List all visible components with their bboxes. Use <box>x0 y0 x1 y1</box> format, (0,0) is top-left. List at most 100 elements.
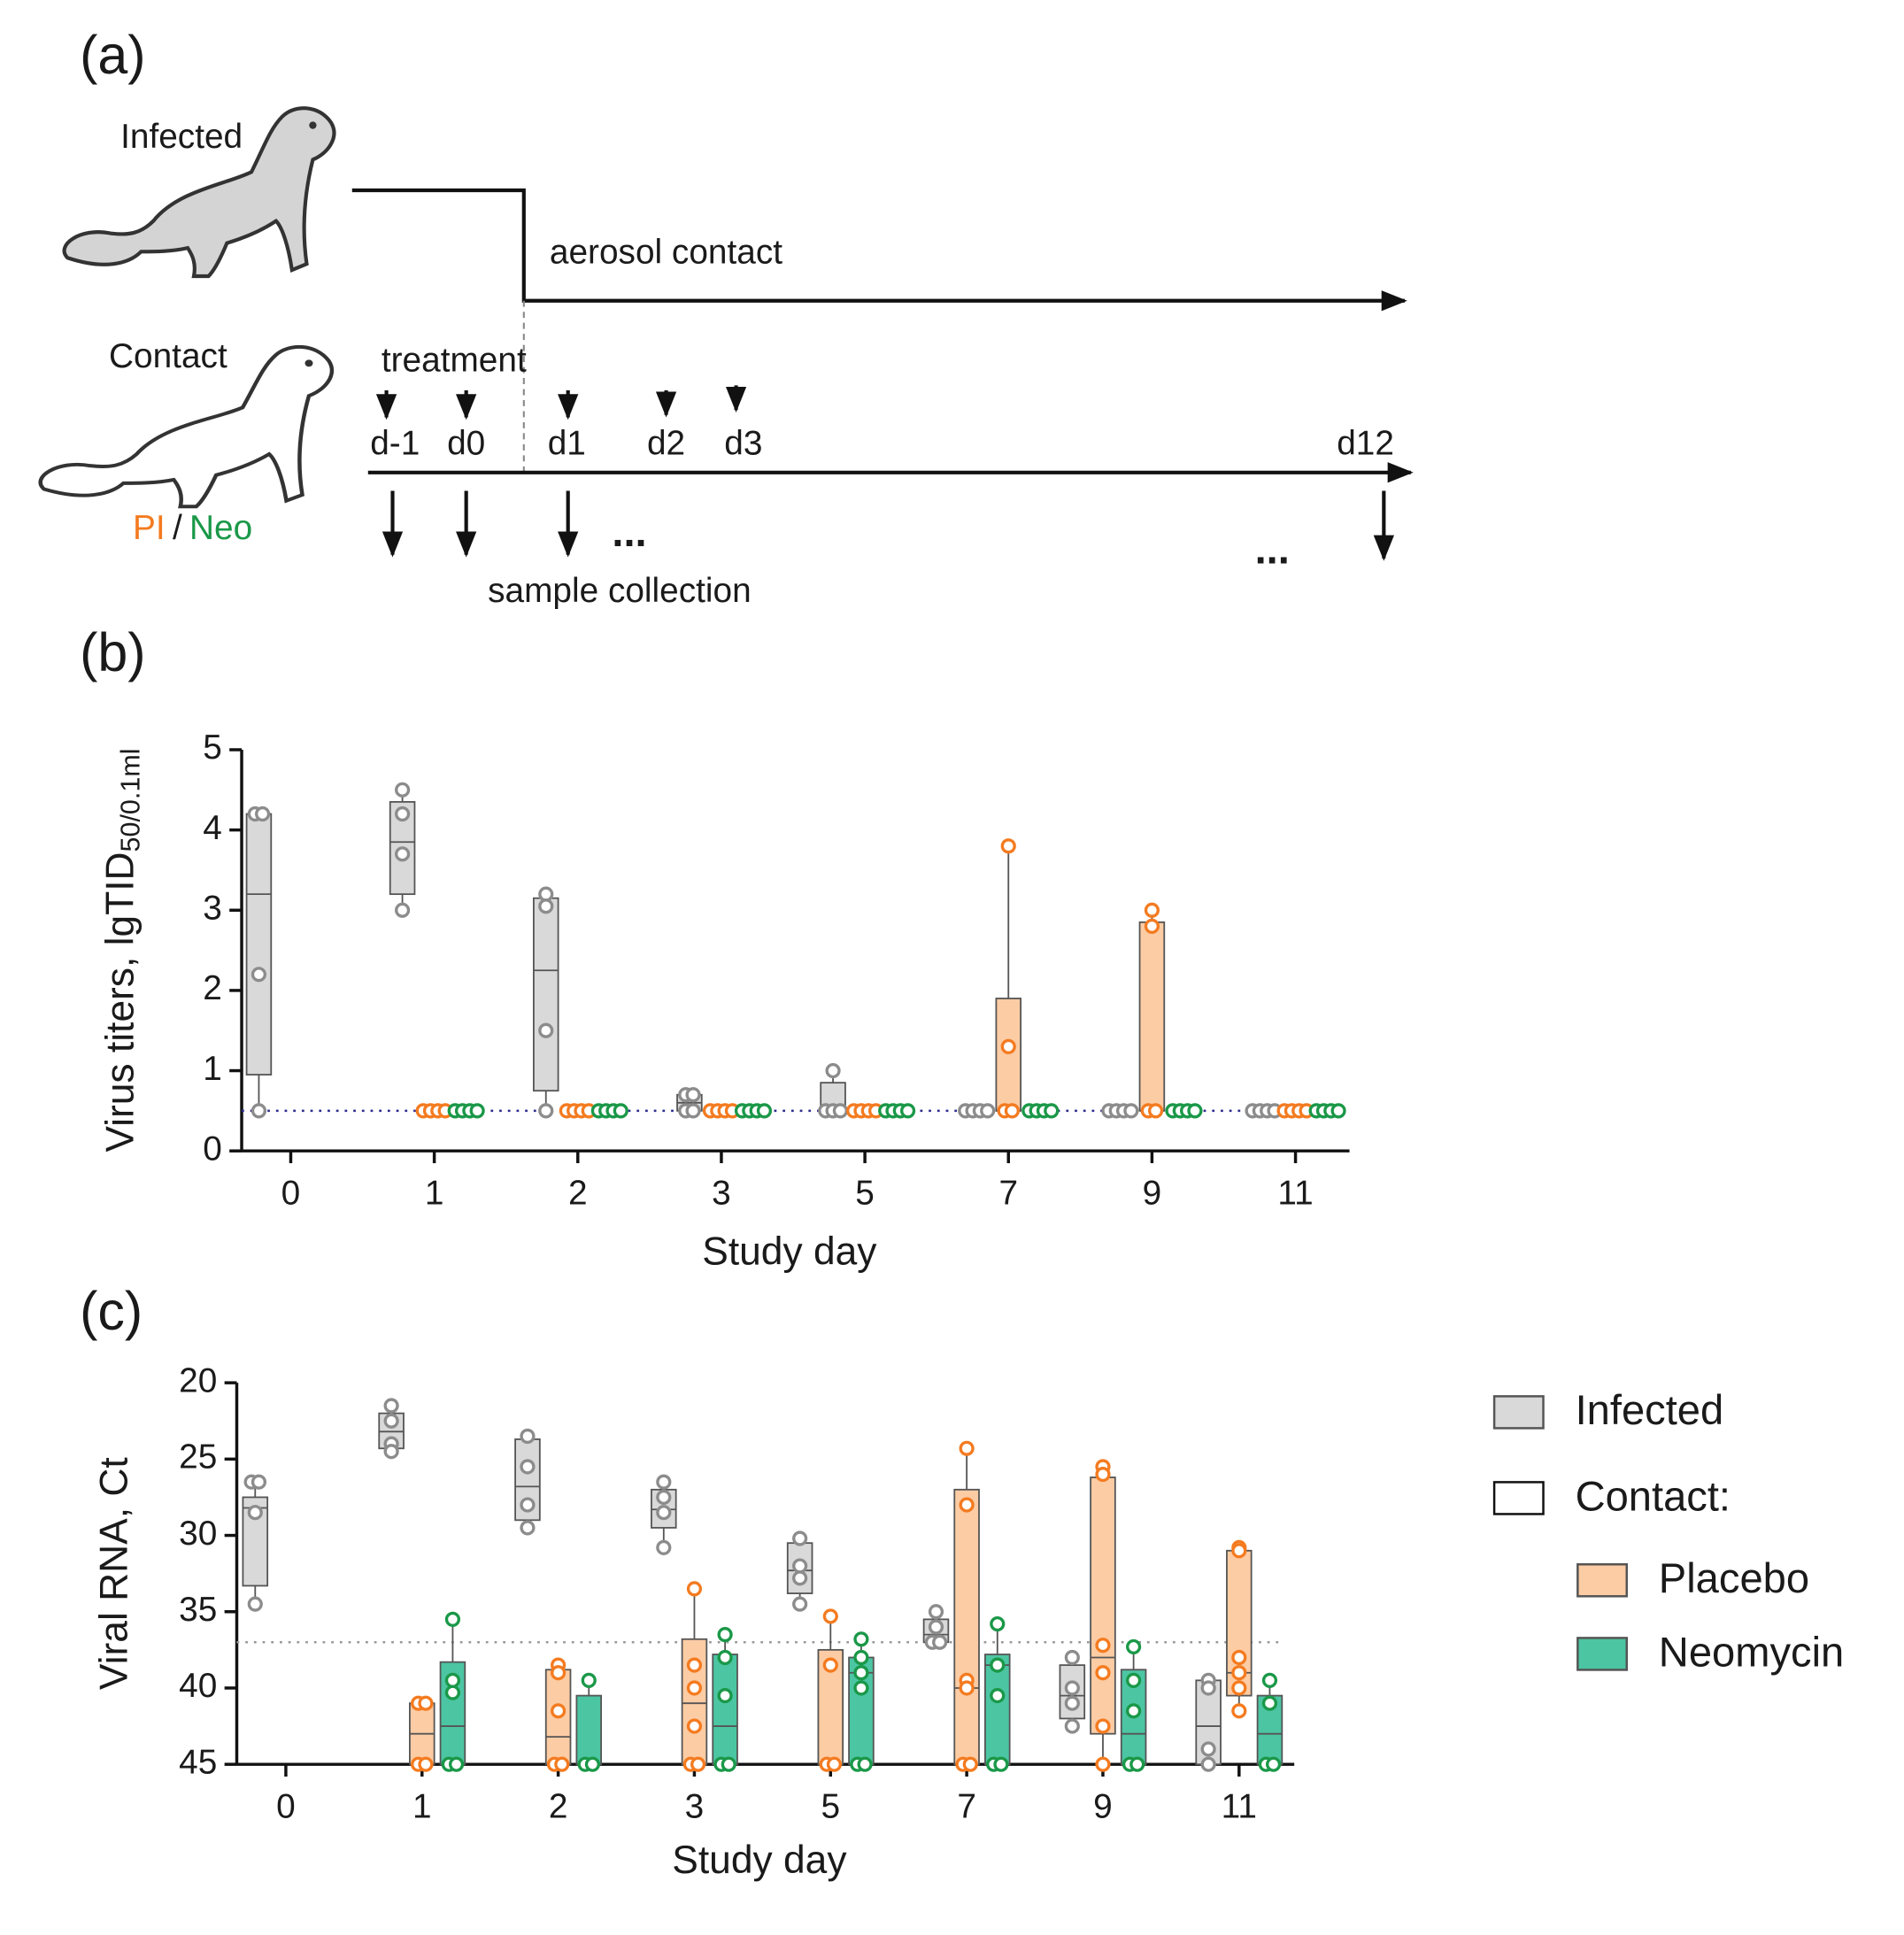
data-point <box>980 1103 996 1119</box>
data-point <box>822 1657 838 1673</box>
data-point <box>1330 1103 1346 1119</box>
data-point <box>1144 902 1160 918</box>
x-tick-label: 0 <box>276 1787 296 1825</box>
data-point <box>656 1505 672 1521</box>
ferret-contact <box>38 344 335 509</box>
data-point <box>247 1505 263 1521</box>
data-point <box>1144 918 1160 934</box>
data-point <box>990 1657 1006 1673</box>
x-tick-label: 3 <box>712 1174 731 1212</box>
neo-label: Neo <box>189 509 252 547</box>
data-point <box>1126 1703 1142 1719</box>
data-point <box>394 846 411 862</box>
x-tick-label: 9 <box>1143 1174 1162 1212</box>
x-tick-label: 5 <box>855 1174 875 1212</box>
legend-swatch <box>1492 1481 1545 1515</box>
y-tick-label: 1 <box>203 1050 222 1088</box>
box <box>532 897 559 1092</box>
data-point <box>1000 1038 1016 1054</box>
y-tick-label: 0 <box>203 1129 222 1168</box>
group-label: Infected <box>120 118 243 156</box>
data-point <box>1000 838 1016 854</box>
legend-swatch <box>1492 1395 1545 1430</box>
y-tick-label: 30 <box>179 1515 217 1553</box>
data-point <box>613 1103 628 1119</box>
data-point <box>1126 1638 1142 1655</box>
slash: / <box>173 509 182 547</box>
box <box>984 1654 1011 1766</box>
data-point <box>1064 1649 1080 1666</box>
day-label: d-1 <box>370 425 420 463</box>
treatment-label: treatment <box>382 341 527 379</box>
data-point <box>993 1756 1009 1772</box>
data-point <box>1095 1756 1111 1772</box>
data-point <box>685 1103 701 1119</box>
legend-label: Placebo <box>1659 1554 1809 1601</box>
x-tick-label: 5 <box>821 1787 841 1825</box>
x-tick-label: 2 <box>549 1787 568 1825</box>
data-point <box>656 1489 672 1506</box>
data-point <box>1064 1718 1080 1734</box>
data-point <box>1261 1695 1278 1711</box>
data-point <box>857 1756 873 1772</box>
data-point <box>959 1680 975 1696</box>
data-point <box>900 1103 916 1119</box>
data-point <box>1095 1665 1111 1681</box>
y-tick-label: 20 <box>179 1361 217 1399</box>
legend-label: Contact: <box>1576 1472 1731 1519</box>
data-point <box>418 1756 434 1772</box>
data-point <box>1129 1756 1145 1772</box>
data-point <box>959 1497 975 1513</box>
x-tick-label: 7 <box>957 1787 976 1825</box>
day-label: d3 <box>724 425 762 463</box>
legend-label: Infected <box>1576 1386 1724 1433</box>
data-point <box>1004 1103 1021 1119</box>
data-point <box>469 1103 485 1119</box>
treatment-groups: PI / Neo <box>133 509 252 547</box>
data-point <box>520 1459 536 1475</box>
data-point <box>656 1474 672 1490</box>
x-axis-label: Study day <box>672 1839 847 1882</box>
y-tick-label: 2 <box>203 969 222 1007</box>
data-point <box>853 1665 869 1681</box>
data-point <box>1064 1680 1080 1696</box>
x-tick-label: 11 <box>1277 1174 1313 1212</box>
data-point <box>959 1440 975 1456</box>
data-point <box>1231 1543 1247 1559</box>
day-label: d0 <box>447 425 485 463</box>
data-point <box>792 1530 808 1546</box>
box <box>1138 921 1166 1112</box>
data-point <box>394 782 411 798</box>
box <box>712 1654 738 1766</box>
data-point <box>1064 1695 1080 1711</box>
panel-label: (c) <box>80 1281 143 1341</box>
y-tick-label: 4 <box>203 809 222 847</box>
data-point <box>251 1474 267 1490</box>
data-point <box>584 1756 601 1772</box>
y-tick-label: 5 <box>203 729 222 767</box>
y-tick-label: 40 <box>179 1667 217 1705</box>
data-point <box>792 1558 808 1574</box>
data-point <box>685 1087 701 1103</box>
data-point <box>418 1695 434 1711</box>
data-point <box>686 1680 703 1696</box>
legend-swatch <box>1576 1637 1629 1671</box>
data-point <box>1231 1665 1247 1681</box>
data-point <box>717 1627 733 1643</box>
data-point <box>520 1497 536 1513</box>
y-tick-label: 45 <box>179 1743 217 1781</box>
data-point <box>1044 1103 1060 1119</box>
data-point <box>825 1062 841 1079</box>
box <box>995 998 1022 1112</box>
data-point <box>717 1649 733 1666</box>
data-point <box>1147 1103 1164 1119</box>
x-tick-label: 1 <box>412 1787 432 1825</box>
data-point <box>932 1634 948 1650</box>
x-tick-label: 9 <box>1093 1787 1113 1825</box>
group-label: Contact <box>109 337 227 375</box>
x-tick-label: 11 <box>1222 1787 1257 1825</box>
x-tick-label: 1 <box>425 1174 444 1212</box>
panel-label: (a) <box>80 25 146 85</box>
